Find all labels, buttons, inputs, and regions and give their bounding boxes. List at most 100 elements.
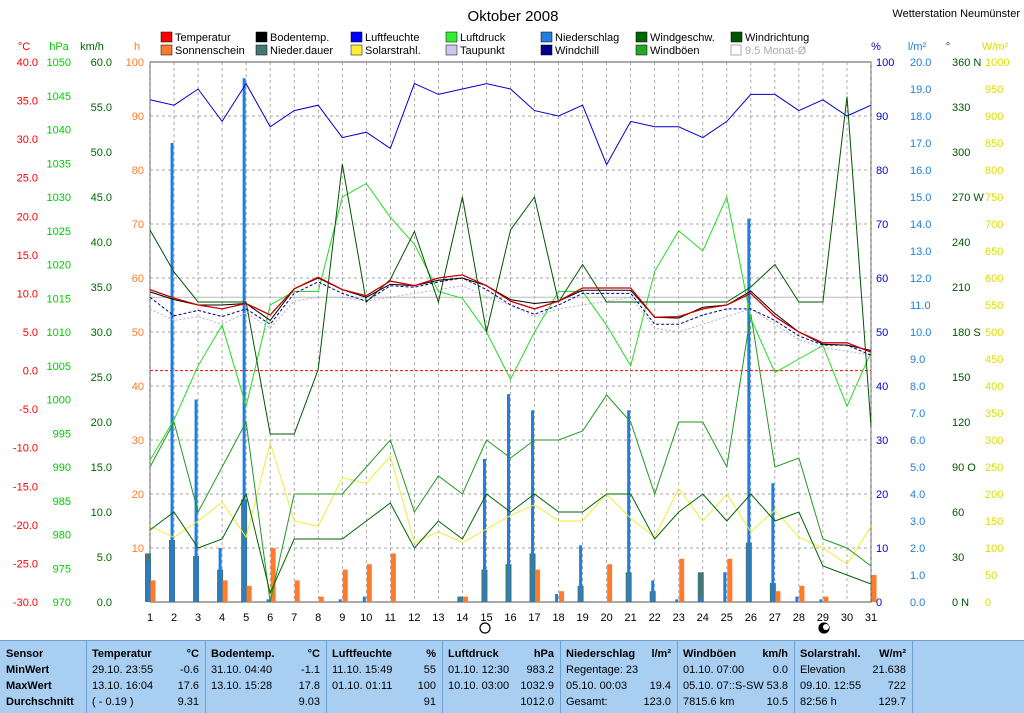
y-tick-solar: 300 — [985, 435, 1003, 447]
monat-avg-checkbox[interactable] — [730, 44, 742, 56]
y-tick-temperature: 15.0 — [17, 250, 38, 262]
summary-date-time: 05.10. 00:03 — [566, 680, 628, 692]
precipitation-bar — [747, 218, 751, 602]
summary-header: Niederschlag — [566, 648, 636, 660]
sunshine-bar — [318, 596, 324, 602]
y-tick-solar: 700 — [985, 219, 1003, 231]
y-tick-precipitation: 9.0 — [910, 354, 925, 366]
y-tick-wind-dir: 330 — [952, 102, 970, 114]
y-tick-solar: 450 — [985, 354, 1003, 366]
legend-taupunkt: Taupunkt — [460, 45, 505, 57]
chart-title: Oktober 2008 — [468, 8, 559, 25]
summary-value: 9.03 — [298, 696, 320, 708]
sunshine-bar — [775, 591, 781, 602]
summary-header: Windböen — [683, 648, 737, 660]
y-tick-precipitation: 16.0 — [910, 165, 931, 177]
y-tick-humidity: 90 — [876, 111, 888, 123]
sunshine-bar — [294, 580, 300, 602]
summary-date-time: 09.10. 12:55 — [800, 680, 862, 692]
summary-date-time: 82:56 h — [800, 696, 837, 708]
y-tick-sunshine: 100 — [126, 57, 144, 69]
y-tick-wind-dir: 150 — [952, 372, 970, 384]
summary-column: Luftfeuchte% 11.10. 15:49 55 01.10. 01:11 10… — [326, 641, 443, 713]
x-tick-label: 2 — [171, 612, 177, 624]
y-tick-precipitation: 13.0 — [910, 246, 931, 258]
summary-header: Temperatur — [92, 648, 152, 660]
legend-windchill: Windchill — [555, 45, 599, 57]
y-tick-wind-dir: 300 — [952, 147, 970, 159]
y-tick-temperature: 0.0 — [23, 366, 38, 378]
sunshine-bar — [535, 569, 541, 602]
y-tick-wind-dir: 30 — [952, 552, 964, 564]
precip-duration-bar — [697, 572, 704, 602]
y-tick-temperature: -5.0 — [19, 404, 38, 416]
bar-layer — [145, 78, 877, 602]
summary-value: 722 — [887, 680, 906, 692]
y-tick-precipitation: 0.0 — [910, 597, 925, 609]
y-tick-sunshine: 50 — [132, 327, 144, 339]
summary-value: -1.1 — [301, 664, 320, 676]
legend-niederschlag: Niederschlag — [555, 32, 619, 44]
precipitation-bar — [771, 483, 775, 602]
y-tick-sunshine: 70 — [132, 219, 144, 231]
legend-swatch-temperatur — [160, 31, 173, 43]
y-tick-solar: 400 — [985, 381, 1003, 393]
axis-unit-precipitation: l/m² — [908, 41, 927, 53]
y-tick-wind-speed: 5.0 — [97, 552, 112, 564]
summary-value: 129.7 — [878, 696, 906, 708]
summary-date-time: 13.10. 16:04 — [92, 680, 154, 692]
summary-value: 53.8 — [766, 680, 788, 692]
y-tick-wind-speed: 60.0 — [91, 57, 112, 69]
legend-swatch-windchill — [540, 44, 553, 56]
plot-grid — [149, 62, 872, 602]
y-tick-pressure: 980 — [53, 530, 71, 542]
temperature-line — [149, 274, 872, 353]
windchill-line — [149, 277, 872, 356]
summary-value: 123.0 — [643, 696, 671, 708]
precipitation-bar — [170, 143, 174, 602]
y-tick-temperature: 35.0 — [17, 96, 38, 108]
summary-date-time: 05.10. 07::S-SW — [683, 680, 764, 692]
y-tick-precipitation: 10.0 — [910, 327, 931, 339]
y-tick-solar: 550 — [985, 300, 1003, 312]
axis-unit-humidity: % — [871, 41, 881, 53]
summary-unit: hPa — [533, 648, 554, 660]
y-tick-precipitation: 8.0 — [910, 381, 925, 393]
summary-table: Sensor MinWert MaxWert Durchschnitt Temperat… — [0, 640, 1024, 713]
y-tick-precipitation: 2.0 — [910, 543, 925, 555]
y-tick-solar: 850 — [985, 138, 1003, 150]
y-tick-solar: 800 — [985, 165, 1003, 177]
summary-column: Sensor MinWert MaxWert Durchschnitt — [0, 641, 87, 713]
precipitation-bar — [338, 599, 342, 602]
x-tick-label: 24 — [697, 612, 709, 624]
summary-date-time: Gesamt: — [566, 696, 608, 708]
x-tick-label: 20 — [601, 612, 613, 624]
weather-chart: Oktober 2008 Wetterstation Neumünster Te… — [13, 8, 1020, 634]
legend-swatch-solarstrahl — [350, 44, 363, 56]
x-tick-label: 30 — [841, 612, 853, 624]
precipitation-bar — [194, 399, 198, 602]
y-tick-sunshine: 60 — [132, 273, 144, 285]
summary-value: 55 — [423, 664, 436, 676]
legend-swatch-luftdruck — [445, 31, 458, 43]
x-tick-label: 11 — [385, 612, 396, 624]
summary-value: 91 — [423, 696, 436, 708]
summary-value: 17.8 — [298, 680, 320, 692]
legend-swatch-taupunkt — [445, 44, 458, 56]
y-tick-wind-speed: 0.0 — [97, 597, 112, 609]
summary-value: -0.6 — [180, 664, 199, 676]
legend-swatch-windgeschw — [635, 31, 648, 43]
summary-value: 1032.9 — [520, 680, 554, 692]
y-tick-precipitation: 4.0 — [910, 489, 925, 501]
sunshine-bar — [462, 596, 468, 602]
legend-luftdruck: Luftdruck — [460, 32, 506, 44]
y-tick-sunshine: 20 — [132, 489, 144, 501]
precipitation-bar — [507, 394, 510, 602]
y-tick-wind-dir: 210 — [952, 282, 970, 294]
legend-windboeen: Windböen — [650, 45, 700, 57]
y-tick-solar: 950 — [985, 84, 1003, 96]
summary-value: 17.6 — [177, 680, 199, 692]
y-tick-pressure: 1050 — [47, 57, 71, 69]
y-tick-solar: 100 — [985, 543, 1003, 555]
sunshine-bar — [390, 553, 396, 602]
